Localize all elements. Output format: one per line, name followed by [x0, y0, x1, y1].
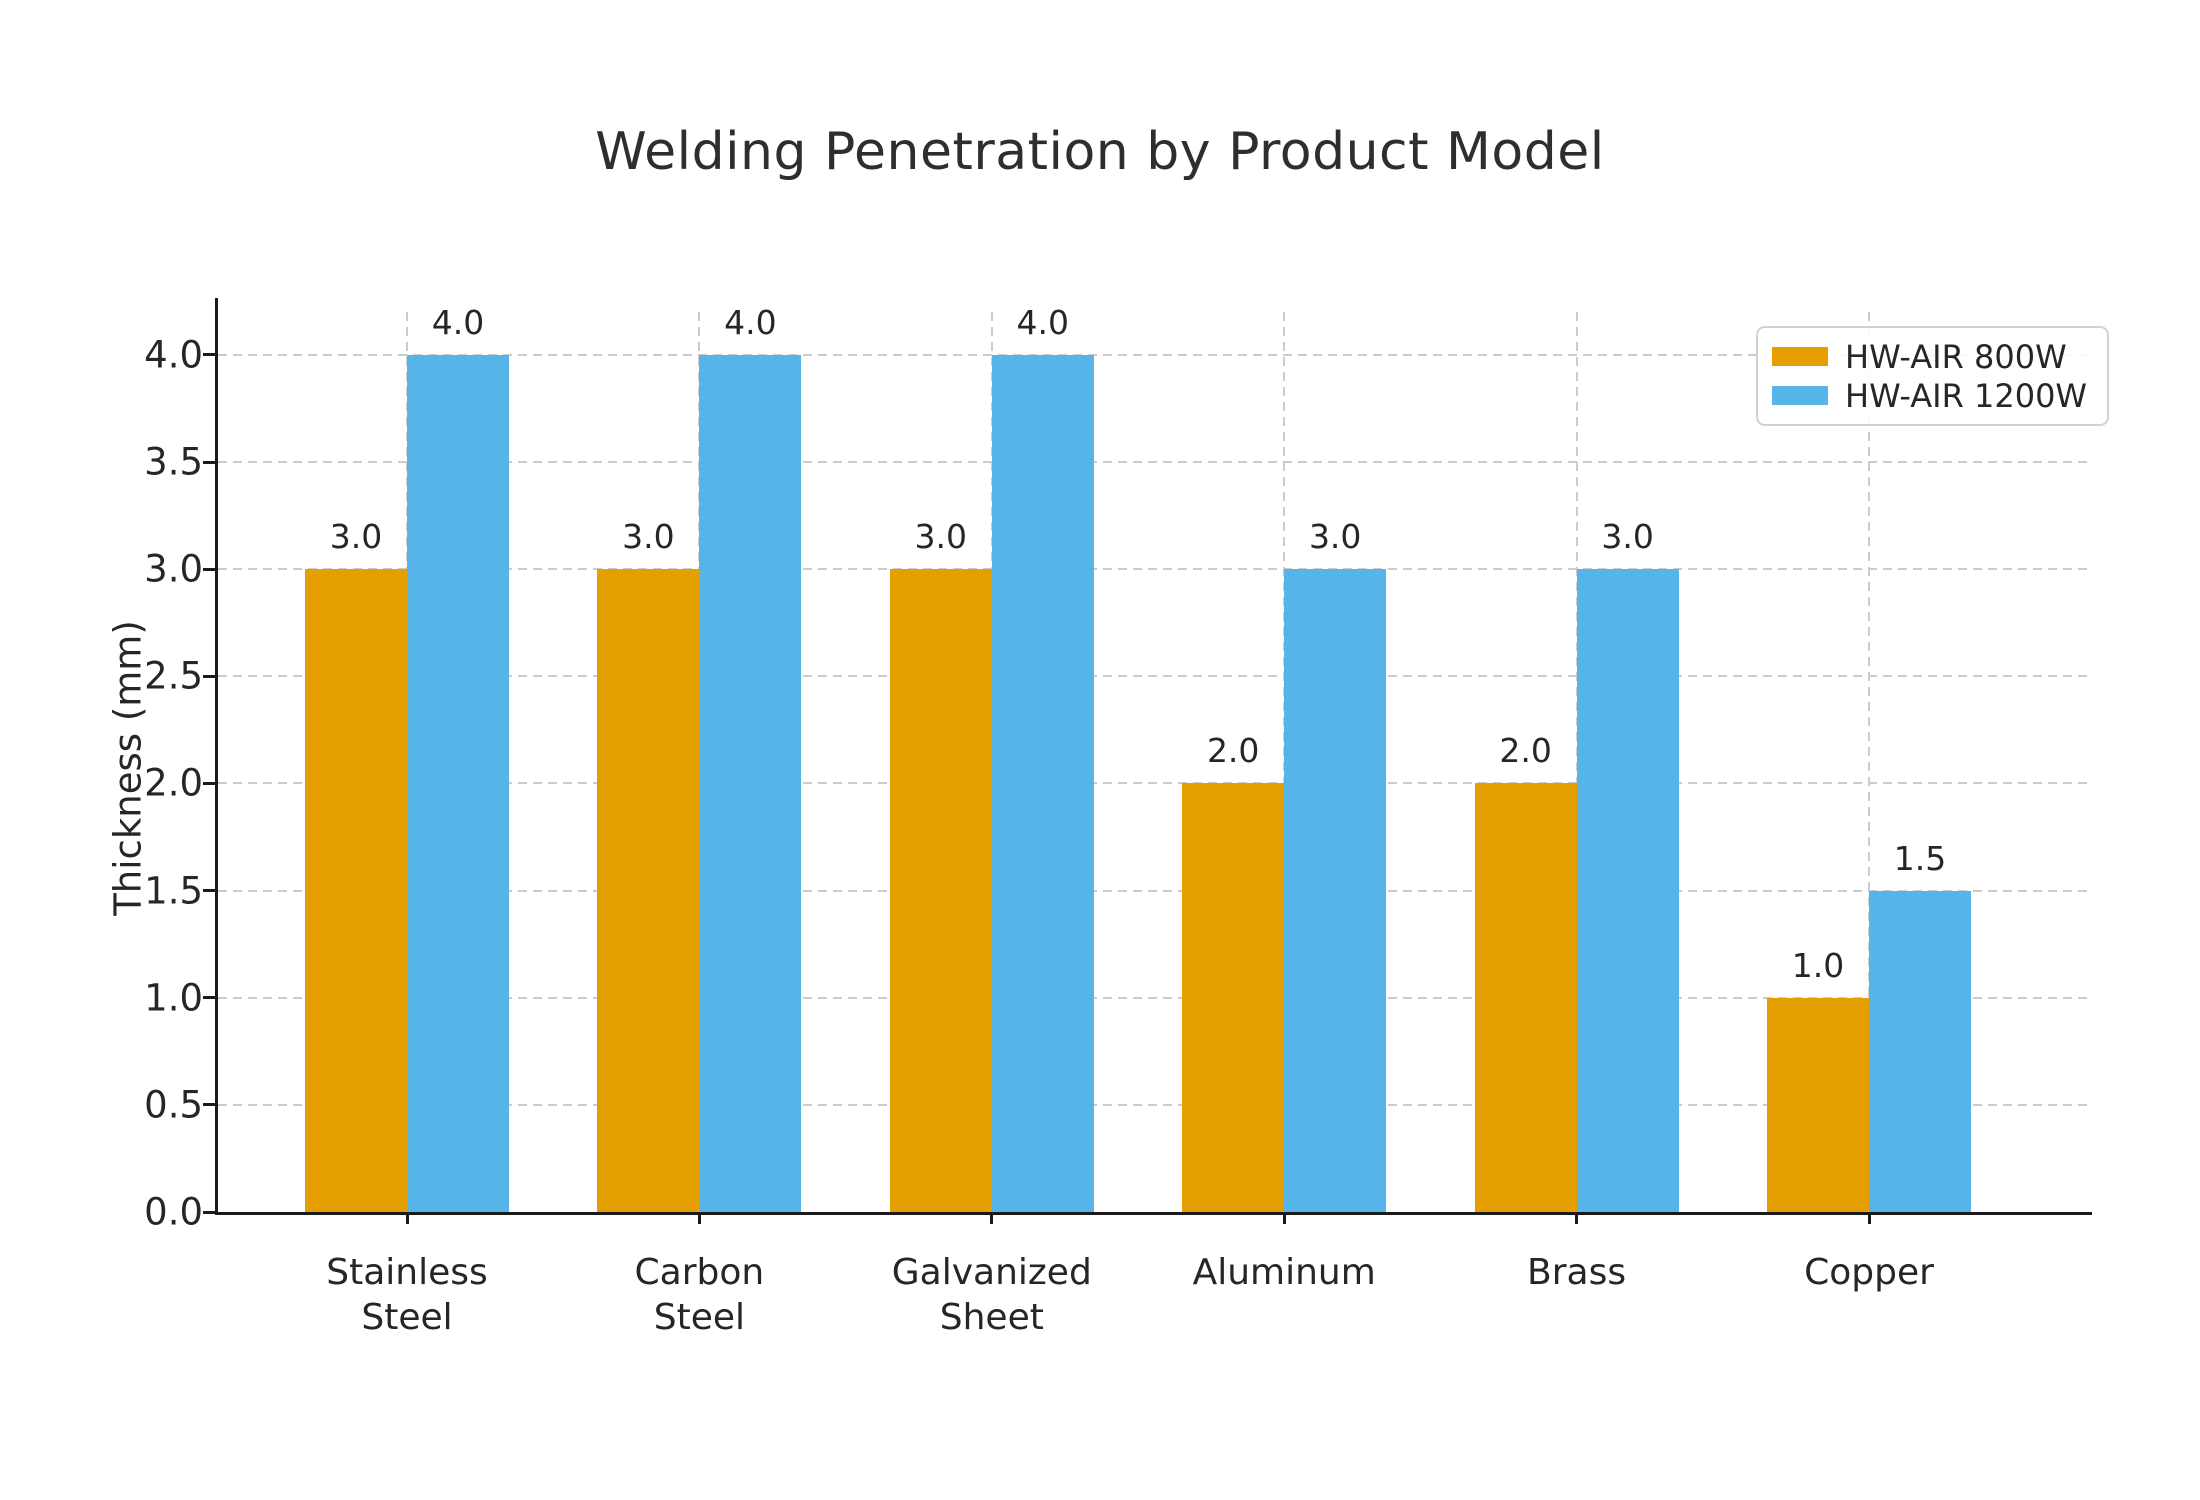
- x-tick-label-line: Galvanized: [891, 1252, 1092, 1293]
- y-tick-mark: [203, 674, 215, 678]
- bar-1200w: [1284, 569, 1387, 1212]
- plot-area: Stainless Steel Carbon Steel Galvanized Sheet…: [144, 298, 2092, 1338]
- x-tick-mark: [405, 1212, 409, 1224]
- legend-swatch: [1772, 386, 1828, 405]
- gridline-vertical: [1868, 312, 1870, 1212]
- bar-800w: [889, 569, 992, 1212]
- bar-value-label: 3.0: [329, 517, 383, 557]
- y-tick-mark: [203, 353, 215, 357]
- x-tick-label-line: Carbon: [634, 1252, 765, 1293]
- gridline-horizontal: [218, 461, 2092, 463]
- bar-1200w: [407, 354, 509, 1212]
- bar-800w: [1767, 997, 1869, 1212]
- y-tick-label: 1.0: [144, 976, 203, 1020]
- x-tick-mark: [1282, 1212, 1286, 1224]
- y-tick-label: 2.5: [144, 654, 203, 698]
- x-tick-label-line: Aluminum: [1192, 1252, 1376, 1293]
- legend-entry: HW-AIR 1200W: [1772, 376, 2087, 415]
- x-tick-label-line: Sheet: [939, 1297, 1044, 1338]
- bar-1200w: [1576, 569, 1679, 1212]
- bar-value-label: 2.0: [1499, 731, 1552, 771]
- bar-800w: [305, 569, 407, 1212]
- y-tick-mark: [203, 1103, 215, 1107]
- y-tick-mark: [203, 1210, 215, 1214]
- y-tick-label: 1.5: [144, 869, 203, 913]
- x-tick-label-line: Copper: [1804, 1252, 1934, 1293]
- gridline-horizontal: [218, 1103, 2092, 1106]
- x-axis-spine: [215, 1212, 2092, 1215]
- bar-800w: [597, 569, 700, 1212]
- x-tick-label: Carbon Steel: [539, 1250, 859, 1340]
- y-tick-label: 2.0: [144, 761, 203, 805]
- x-tick-label: Stainless Steel: [247, 1250, 567, 1340]
- y-tick-mark: [203, 889, 215, 893]
- y-axis-spine: [215, 298, 218, 1215]
- bar-800w: [1182, 783, 1285, 1212]
- y-tick-label: 0.5: [144, 1083, 203, 1127]
- x-tick-mark: [697, 1212, 701, 1224]
- bar-value-label: 3.0: [1601, 517, 1654, 557]
- legend-entry: HW-AIR 800W: [1772, 337, 2087, 376]
- x-tick-label: Aluminum: [1124, 1250, 1444, 1295]
- y-tick-label: 3.5: [144, 440, 203, 484]
- legend: HW-AIR 800W HW-AIR 1200W: [1756, 326, 2110, 426]
- y-tick-mark: [203, 460, 215, 464]
- y-tick-label: 0.0: [144, 1190, 203, 1234]
- x-tick-label-line: Steel: [653, 1297, 746, 1338]
- x-tick-mark: [990, 1212, 994, 1224]
- bar-1200w: [1869, 890, 1971, 1212]
- bar-value-label: 4.0: [431, 302, 485, 342]
- bar-800w: [1474, 783, 1577, 1212]
- y-tick-mark: [203, 996, 215, 1000]
- x-tick-label: Brass: [1417, 1250, 1737, 1295]
- x-tick-mark: [1575, 1212, 1579, 1224]
- gridline-horizontal: [218, 996, 2092, 999]
- y-tick-mark: [203, 567, 215, 571]
- y-tick-label: 3.0: [144, 547, 203, 591]
- x-tick-label-line: Steel: [361, 1297, 453, 1338]
- x-tick-label: Copper: [1709, 1250, 2029, 1295]
- gridline-horizontal: [218, 675, 2092, 678]
- bar-1200w: [991, 354, 1094, 1212]
- bar-value-label: 2.0: [1206, 731, 1260, 771]
- legend-label: HW-AIR 1200W: [1845, 376, 2088, 415]
- legend-swatch: [1772, 347, 1828, 366]
- gridline-horizontal: [218, 568, 2092, 571]
- bar-value-label: 3.0: [1308, 517, 1362, 557]
- bar-value-label: 1.5: [1893, 838, 1947, 878]
- bar-1200w: [699, 354, 802, 1212]
- chart-title: Welding Penetration by Product Model: [595, 122, 1605, 182]
- bar-value-label: 4.0: [724, 302, 777, 342]
- bar-value-label: 4.0: [1016, 302, 1070, 342]
- legend-label: HW-AIR 800W: [1845, 337, 2067, 376]
- bar-value-label: 3.0: [914, 517, 968, 557]
- gridline-horizontal: [218, 353, 2092, 356]
- gridline-horizontal: [218, 889, 2092, 892]
- bar-value-label: 1.0: [1791, 945, 1845, 985]
- y-tick-mark: [203, 781, 215, 785]
- y-tick-label: 4.0: [144, 333, 203, 377]
- bar-value-label: 3.0: [622, 517, 675, 557]
- x-tick-label-line: Brass: [1527, 1252, 1627, 1293]
- x-tick-label-line: Stainless: [326, 1252, 488, 1293]
- x-tick-label: Galvanized Sheet: [832, 1250, 1152, 1340]
- gridline-horizontal: [218, 782, 2092, 785]
- x-tick-mark: [1867, 1212, 1871, 1224]
